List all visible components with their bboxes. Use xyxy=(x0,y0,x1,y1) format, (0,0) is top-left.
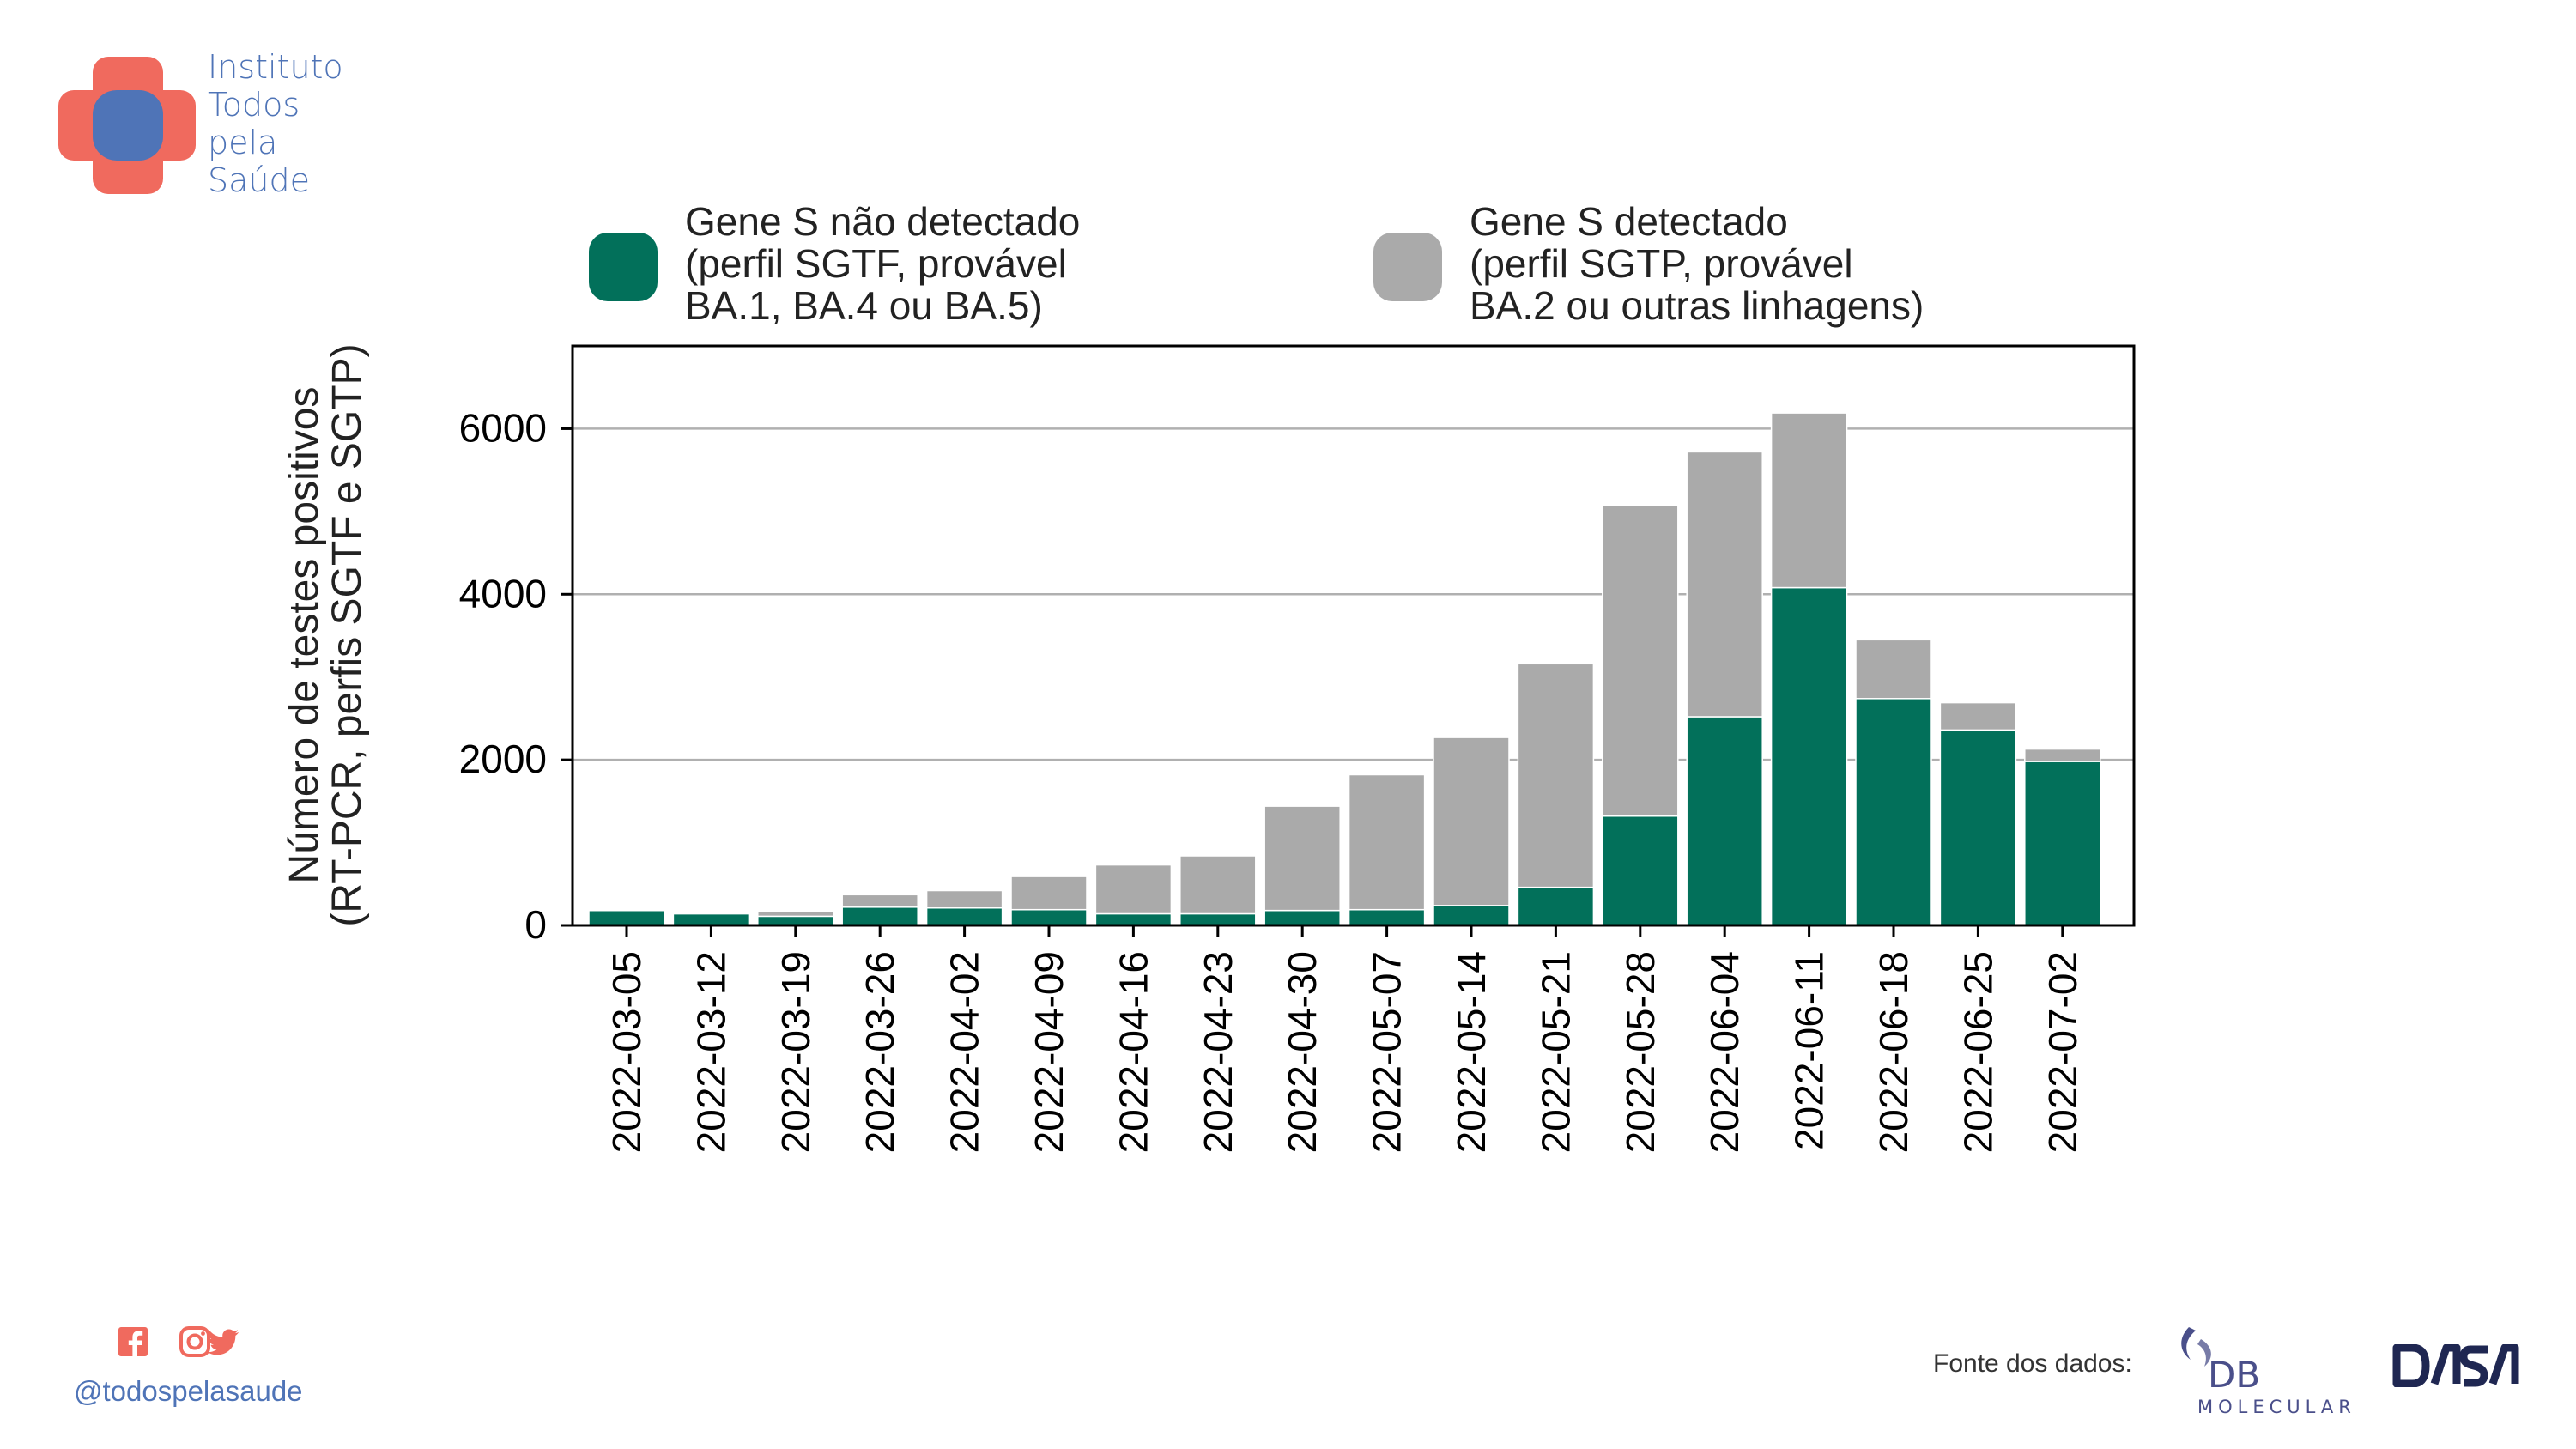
bar-gene-s-not-detected xyxy=(672,912,750,926)
y-tick-label: 2000 xyxy=(459,737,547,781)
bar-gene-s-detected xyxy=(1770,412,1848,589)
legend-label-line: BA.1, BA.4 ou BA.5) xyxy=(685,283,1043,328)
x-tick-label: 2022-05-14 xyxy=(1449,951,1494,1153)
x-tick-label: 2022-03-19 xyxy=(773,951,818,1153)
dasa-logo xyxy=(2392,1344,2519,1387)
bar-gene-s-not-detected xyxy=(1517,886,1595,926)
health-cross-icon xyxy=(58,57,196,194)
bar-gene-s-detected xyxy=(1686,451,1763,718)
db-molecular-logo: DB MOLECULAR xyxy=(2181,1327,2356,1415)
x-tick-label: 2022-06-18 xyxy=(1871,951,1916,1153)
y-axis-label-line: (RT-PCR, perfis SGTF e SGTP) xyxy=(324,343,370,926)
instagram-icon[interactable] xyxy=(179,1326,210,1357)
bar-gene-s-detected xyxy=(2024,748,2101,762)
bar-gene-s-not-detected xyxy=(1602,815,1679,926)
bar-gene-s-not-detected xyxy=(1686,716,1763,926)
x-tick-label: 2022-06-25 xyxy=(1955,951,2000,1153)
social-icons xyxy=(118,1326,239,1357)
legend-label-line: Gene S detectado xyxy=(1470,199,1788,244)
y-axis-label-line: Número de testes positivos xyxy=(282,387,327,884)
bar-gene-s-detected xyxy=(925,889,1003,909)
bar-gene-s-detected xyxy=(1348,773,1426,911)
facebook-icon[interactable] xyxy=(118,1327,148,1356)
bar-gene-s-detected xyxy=(757,911,834,918)
y-tick-label: 6000 xyxy=(459,405,547,450)
institute-name-line: Todos xyxy=(208,86,300,124)
x-tick-label: 2022-06-04 xyxy=(1702,951,1747,1153)
data-source-label: Fonte dos dados: xyxy=(1933,1349,2132,1378)
x-tick-label: 2022-05-21 xyxy=(1533,951,1578,1153)
bar-gene-s-not-detected xyxy=(1094,912,1173,926)
legend-label-line: Gene S não detectado xyxy=(685,199,1080,244)
social-handle[interactable]: @todospelasaude xyxy=(74,1375,303,1407)
bar-gene-s-detected xyxy=(672,912,750,915)
bar-gene-s-not-detected xyxy=(1939,729,2017,926)
bar-gene-s-not-detected xyxy=(925,907,1003,926)
bar-gene-s-not-detected xyxy=(588,909,665,926)
db-logo-main-text: DB xyxy=(2208,1354,2260,1396)
institute-name: Instituto Todos pela Saúde xyxy=(208,48,343,199)
x-tick-label: 2022-04-09 xyxy=(1027,951,1071,1153)
x-tick-label: 2022-04-16 xyxy=(1111,951,1155,1153)
x-tick-label: 2022-03-12 xyxy=(688,951,733,1153)
y-tick-label: 4000 xyxy=(459,571,547,615)
x-tick-label: 2022-05-07 xyxy=(1365,951,1409,1153)
x-tick-label: 2022-06-11 xyxy=(1787,951,1832,1150)
bar-gene-s-detected xyxy=(841,894,918,908)
institute-name-line: Saúde xyxy=(208,161,310,199)
y-tick-label: 0 xyxy=(524,902,547,947)
bar-gene-s-detected xyxy=(1179,855,1257,915)
bar-gene-s-detected xyxy=(1264,805,1341,912)
x-tick-label: 2022-03-05 xyxy=(604,951,649,1153)
institute-name-line: Instituto xyxy=(208,48,343,86)
x-tick-label: 2022-05-28 xyxy=(1618,951,1663,1153)
x-tick-label: 2022-04-30 xyxy=(1280,951,1324,1153)
bar-gene-s-not-detected xyxy=(1348,908,1426,926)
bar-gene-s-detected xyxy=(1094,864,1173,915)
bar-gene-s-detected xyxy=(1602,505,1679,817)
plot-frame xyxy=(571,344,2136,927)
bar-gene-s-detected xyxy=(588,908,665,912)
bar-gene-s-not-detected xyxy=(1770,586,1848,926)
institute-name-line: pela xyxy=(208,124,278,161)
bar-gene-s-not-detected xyxy=(2024,761,2101,926)
social-links: @todospelasaude xyxy=(74,1322,349,1416)
bar-gene-s-not-detected xyxy=(757,915,834,926)
bar-gene-s-not-detected xyxy=(1010,908,1088,926)
legend-label-line: BA.2 ou outras linhagens) xyxy=(1470,283,1924,328)
bar-gene-s-not-detected xyxy=(1433,905,1510,926)
bar-gene-s-detected xyxy=(1433,737,1510,906)
db-logo-sub-text: MOLECULAR xyxy=(2197,1397,2356,1415)
y-axis-label: Número de testes positivos(RT-PCR, perfi… xyxy=(282,343,370,926)
institute-logo: Instituto Todos pela Saúde xyxy=(57,48,366,211)
legend-label-line: (perfil SGTP, provável xyxy=(1470,241,1853,286)
chart-legend: Gene S não detectado(perfil SGTF, prováv… xyxy=(589,199,1924,328)
bar-gene-s-detected xyxy=(1010,876,1088,911)
legend-swatch-detected xyxy=(1373,233,1442,301)
x-tick-label: 2022-04-02 xyxy=(943,951,987,1153)
chart-bars xyxy=(588,412,2101,926)
bar-gene-s-not-detected xyxy=(1179,912,1257,926)
x-tick-label: 2022-03-26 xyxy=(858,951,902,1153)
twitter-icon[interactable] xyxy=(207,1329,239,1355)
x-tick-label: 2022-04-23 xyxy=(1196,951,1240,1153)
bar-gene-s-not-detected xyxy=(841,906,918,926)
y-axis: 0 2000 4000 6000 xyxy=(459,405,573,947)
legend-label-line: (perfil SGTF, provável xyxy=(685,241,1067,286)
bar-gene-s-detected xyxy=(1517,663,1595,888)
legend-swatch-not-detected xyxy=(589,233,658,301)
bar-gene-s-not-detected xyxy=(1264,909,1341,926)
bar-gene-s-not-detected xyxy=(1855,698,1932,926)
x-axis: 2022-03-05 2022-03-12 2022-03-19 2022-03-26… xyxy=(604,925,2085,1153)
bar-gene-s-detected xyxy=(1939,701,2017,731)
x-tick-label: 2022-07-02 xyxy=(2040,951,2085,1153)
bar-gene-s-detected xyxy=(1855,639,1932,700)
